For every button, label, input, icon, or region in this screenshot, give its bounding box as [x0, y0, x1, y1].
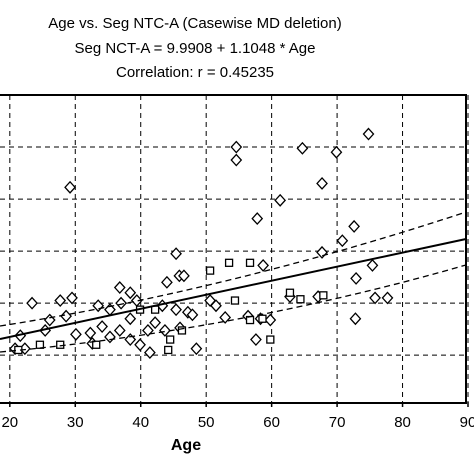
- point-diamond: [124, 312, 137, 326]
- point-diamond: [113, 281, 126, 294]
- chart-title: Age vs. Seg NTC-A (Casewise MD deletion): [48, 15, 341, 32]
- x-tick-label: 40: [132, 414, 149, 431]
- point-square: [230, 296, 240, 305]
- x-tick-label: 90: [460, 414, 474, 431]
- point-diamond: [92, 299, 105, 313]
- confidence-band-upper: [0, 211, 467, 327]
- point-diamond: [350, 271, 362, 285]
- x-tick-label: 80: [394, 414, 411, 431]
- point-square: [205, 266, 215, 275]
- x-tick-label: 20: [1, 414, 18, 431]
- point-square: [285, 288, 295, 297]
- point-diamond: [381, 291, 394, 305]
- regression-line: [0, 238, 467, 340]
- point-diamond: [43, 313, 56, 327]
- point-diamond: [149, 316, 162, 330]
- point-square: [258, 314, 267, 323]
- point-square: [266, 335, 275, 344]
- point-diamond: [115, 296, 127, 310]
- point-diamond: [124, 333, 137, 347]
- point-diamond: [170, 303, 182, 317]
- point-diamond: [159, 323, 171, 337]
- point-diamond: [84, 326, 97, 340]
- point-diamond: [296, 141, 309, 155]
- point-square: [92, 340, 101, 349]
- point-diamond: [161, 275, 173, 289]
- annotation: Correlation: r = 0.45235: [116, 64, 274, 81]
- x-tick-label: 70: [329, 414, 346, 431]
- point-diamond: [64, 180, 76, 194]
- point-diamond: [190, 342, 203, 356]
- point-diamond: [104, 330, 116, 344]
- point-diamond: [124, 286, 137, 300]
- confidence-band-lower: [0, 264, 467, 353]
- point-diamond: [144, 346, 156, 360]
- x-tick-label: 60: [263, 414, 280, 431]
- point-diamond: [219, 310, 232, 324]
- point-square: [224, 258, 234, 267]
- point-diamond: [230, 140, 243, 154]
- x-tick-label: 30: [67, 414, 84, 431]
- point-diamond: [349, 312, 362, 326]
- point-square: [177, 326, 187, 335]
- point-diamond: [316, 176, 328, 190]
- point-square: [245, 258, 255, 267]
- point-diamond: [250, 333, 262, 347]
- point-diamond: [66, 291, 78, 305]
- plot-frame: [0, 94, 467, 404]
- point-diamond: [336, 234, 349, 248]
- point-square: [164, 345, 173, 355]
- point-diamond: [178, 269, 190, 283]
- point-diamond: [366, 258, 379, 272]
- point-diamond: [113, 323, 126, 337]
- point-diamond: [264, 313, 277, 327]
- point-diamond: [316, 245, 328, 259]
- point-diamond: [210, 299, 222, 313]
- x-tick-label: 50: [198, 414, 215, 431]
- point-diamond: [230, 153, 243, 167]
- point-diamond: [274, 193, 287, 207]
- point-diamond: [54, 294, 67, 308]
- point-diamond: [70, 327, 82, 341]
- point-square: [296, 295, 305, 304]
- point-diamond: [348, 219, 360, 233]
- point-square: [319, 291, 328, 300]
- point-diamond: [369, 291, 381, 305]
- x-axis-label: Age: [171, 437, 201, 454]
- point-diamond: [170, 247, 182, 261]
- point-square: [56, 340, 65, 349]
- plot-area: [0, 94, 469, 402]
- point-diamond: [60, 309, 72, 323]
- point-diamond: [362, 127, 375, 141]
- point-diamond: [186, 308, 199, 322]
- point-diamond: [96, 320, 108, 334]
- point-diamond: [26, 296, 38, 310]
- chart-subtitle: Seg NCT-A = 9.9908 + 1.1048 * Age: [74, 40, 315, 57]
- point-diamond: [330, 145, 343, 159]
- point-diamond: [257, 258, 270, 272]
- point-diamond: [134, 338, 146, 352]
- point-diamond: [251, 212, 264, 226]
- point-square: [166, 335, 175, 344]
